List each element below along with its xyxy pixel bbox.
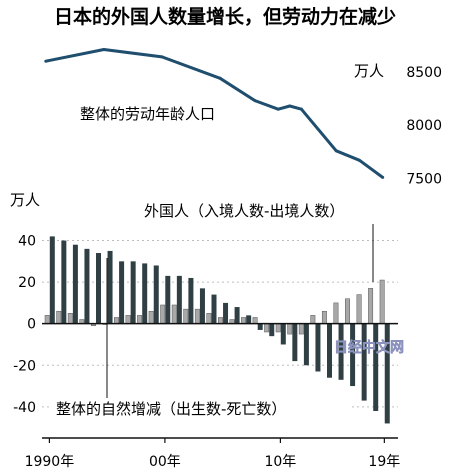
bar-natural	[303, 323, 309, 366]
bar-natural	[199, 288, 205, 324]
bar-natural	[280, 323, 286, 345]
line-point	[381, 175, 385, 179]
bar-natural	[72, 244, 78, 324]
bar-foreign	[321, 310, 327, 324]
line-point	[334, 149, 338, 153]
bar-natural	[384, 323, 390, 424]
bar-foreign	[345, 298, 350, 324]
line-point	[299, 107, 303, 111]
bar-natural	[176, 275, 182, 324]
bottom-y-tick-label: -20	[13, 358, 36, 374]
population-change-bar-chart: 万人 -40 -20 0 20 40 1990年 00年 10年 19年 外国人（入境人数-出…	[10, 191, 400, 470]
line-point	[218, 76, 222, 80]
bar-natural	[165, 275, 171, 324]
line-point	[357, 158, 361, 162]
bar-natural	[373, 323, 379, 411]
bar-natural	[234, 307, 240, 324]
bar-foreign	[368, 288, 374, 324]
bottom-y-tick-label: -40	[13, 400, 36, 416]
bar-foreign	[252, 317, 258, 324]
x-tick-label: 00年	[149, 454, 181, 470]
bar-foreign	[206, 313, 212, 324]
line-point	[160, 55, 164, 59]
line-series-label: 整体的劳动年龄人口	[80, 105, 215, 123]
bar-foreign	[241, 317, 247, 324]
bar-foreign	[148, 310, 154, 324]
line-point	[288, 104, 292, 108]
line-point	[253, 99, 257, 103]
bar-foreign	[67, 313, 73, 324]
bar-natural	[223, 302, 229, 324]
line-point	[102, 47, 106, 51]
bar-foreign	[333, 302, 339, 324]
bar-foreign	[194, 308, 200, 324]
foreign-series-label: 外国人（入境人数-出境人数）	[144, 202, 344, 220]
bar-natural	[107, 250, 113, 324]
bar-natural	[269, 323, 275, 337]
chart-title: 日本的外国人数量增长，但劳动力在减少	[54, 5, 396, 28]
bottom-unit-label: 万人	[10, 191, 40, 209]
bar-natural	[130, 261, 136, 324]
line-point	[276, 107, 280, 111]
bar-natural	[246, 315, 252, 324]
bar-natural	[84, 248, 90, 324]
bar-natural	[338, 323, 344, 380]
bottom-y-tick-label: 40	[18, 234, 36, 250]
bar-natural	[361, 323, 367, 401]
bar-natural	[315, 323, 321, 372]
bar-natural	[188, 277, 194, 324]
bar-foreign	[56, 310, 62, 324]
top-unit-label: 万人	[354, 62, 384, 80]
bar-foreign	[287, 323, 293, 335]
bar-foreign	[218, 317, 223, 324]
bar-natural	[96, 253, 101, 324]
bar-foreign	[44, 315, 50, 324]
x-tick-label: 10年	[264, 454, 296, 470]
bar-foreign	[114, 317, 119, 324]
bar-foreign	[183, 308, 189, 324]
bar-foreign	[160, 304, 166, 324]
line-point	[44, 59, 48, 63]
bar-natural	[211, 294, 217, 324]
bar-natural	[61, 240, 67, 324]
bottom-y-tick-label: 0	[27, 317, 36, 333]
natural-label-bg	[50, 398, 350, 420]
bar-natural	[119, 261, 125, 324]
top-y-tick-label: 8000	[406, 118, 442, 134]
bar-natural	[350, 323, 356, 387]
watermark: 日经中文网	[334, 339, 404, 356]
bottom-y-tick-label: 20	[18, 275, 36, 291]
top-y-tick-label: 8500	[406, 65, 442, 81]
bar-foreign	[379, 279, 385, 324]
x-tick-label: 19年	[368, 454, 400, 470]
bar-foreign	[264, 323, 270, 333]
bar-natural	[142, 263, 148, 324]
bar-natural	[292, 323, 298, 362]
bar-foreign	[171, 304, 177, 324]
bar-foreign	[310, 315, 316, 324]
natural-series-label: 整体的自然增减（出生数-死亡数）	[56, 400, 286, 418]
bar-foreign	[356, 294, 362, 324]
top-y-tick-label: 7500	[406, 171, 442, 187]
x-tick-label: 1990年	[25, 454, 75, 470]
bar-foreign	[298, 323, 304, 335]
bar-natural	[327, 323, 332, 378]
bar-natural	[257, 323, 263, 330]
bar-natural	[49, 236, 55, 324]
bar-foreign	[125, 315, 131, 324]
bar-foreign	[137, 315, 143, 324]
bar-foreign	[275, 323, 281, 333]
labor-population-line-chart: 万人 整体的劳动年龄人口 7500 8000 8500	[44, 47, 442, 187]
bar-natural	[153, 265, 159, 324]
